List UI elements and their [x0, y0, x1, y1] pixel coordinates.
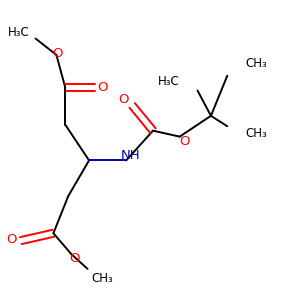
Text: O: O [69, 252, 80, 265]
Text: CH₃: CH₃ [245, 57, 267, 70]
Text: H₃C: H₃C [158, 75, 180, 88]
Text: H₃C: H₃C [8, 26, 30, 39]
Text: O: O [118, 93, 128, 106]
Text: O: O [179, 135, 189, 148]
Text: O: O [7, 233, 17, 246]
Text: CH₃: CH₃ [92, 272, 113, 285]
Text: NH: NH [121, 149, 140, 162]
Text: O: O [97, 81, 108, 94]
Text: O: O [52, 47, 63, 60]
Text: CH₃: CH₃ [245, 127, 267, 140]
